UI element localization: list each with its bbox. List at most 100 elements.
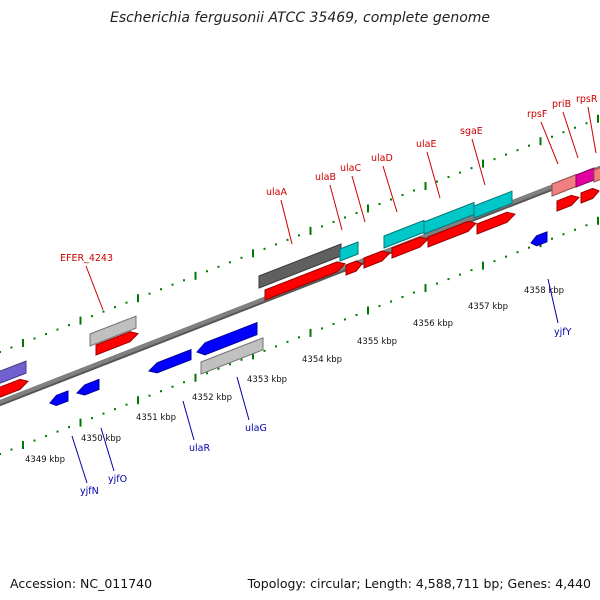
forward-gene-label[interactable]: ulaC <box>340 163 361 174</box>
upper-tick-row-minor-tick <box>240 256 243 259</box>
upper-tick-row-minor-tick <box>436 180 438 183</box>
lower-tick-row-minor-tick <box>447 278 450 281</box>
lower-tick-row-minor-tick <box>33 439 36 442</box>
forward-gene-arrow[interactable] <box>556 194 580 212</box>
reverse-gene-label[interactable]: yjfY <box>554 327 572 338</box>
pink-feature-block[interactable] <box>551 173 577 197</box>
genome-summary-text: Topology: circular; Length: 4,588,711 bp… <box>247 576 591 591</box>
lower-tick-row-minor-tick <box>114 408 116 411</box>
upper-tick-row-minor-tick <box>470 167 473 170</box>
upper-tick-row-minor-tick <box>56 328 59 331</box>
upper-tick-row-minor-tick <box>171 283 174 286</box>
forward-gene-arrow[interactable] <box>427 220 477 248</box>
gray-feature-block[interactable] <box>89 315 137 347</box>
upper-tick-row-minor-tick <box>574 126 576 129</box>
upper-tick-row-minor-tick <box>528 144 530 147</box>
lower-tick-row-minor-tick <box>125 403 128 406</box>
scale-label: 4356 kbp <box>413 319 453 329</box>
forward-gene-label[interactable]: ulaB <box>315 172 336 183</box>
lower-tick-row-minor-tick <box>355 313 358 316</box>
reverse-gene-arrow[interactable] <box>76 378 100 396</box>
forward-label-leader <box>562 111 579 159</box>
scale-label: 4353 kbp <box>247 375 287 385</box>
forward-gene-label[interactable]: ulaA <box>266 187 287 198</box>
reverse-gene-label[interactable]: ulaG <box>245 423 267 434</box>
forward-gene-arrow[interactable] <box>0 378 29 398</box>
cyan-feature-block[interactable] <box>339 241 359 262</box>
forward-label-leader <box>85 265 104 311</box>
cyan-feature-block[interactable] <box>473 190 513 219</box>
reverse-gene-arrow[interactable] <box>148 348 192 374</box>
upper-tick-row-minor-tick <box>183 279 185 282</box>
lower-tick-row-minor-tick <box>321 327 323 330</box>
reverse-gene-arrow[interactable] <box>196 321 258 356</box>
lower-tick-row-minor-tick <box>344 318 346 321</box>
upper-tick-row-minor-tick <box>585 122 588 125</box>
upper-tick-row-minor-tick <box>493 158 496 161</box>
gray-feature-block[interactable] <box>200 337 264 375</box>
upper-tick-row-minor-tick <box>10 346 13 349</box>
lower-tick-row-minor-tick <box>263 349 266 352</box>
forward-gene-arrow[interactable] <box>391 236 429 259</box>
forward-gene-label[interactable]: rpsF <box>527 109 547 120</box>
upper-tick-row-minor-tick <box>114 306 116 309</box>
scale-label: 4357 kbp <box>468 302 508 312</box>
forward-gene-arrow[interactable] <box>345 260 363 276</box>
upper-tick-row-minor-tick <box>275 243 277 246</box>
forward-gene-label[interactable]: ulaE <box>416 139 436 150</box>
lower-tick-row-minor-tick <box>378 304 381 307</box>
lower-tick-row-minor-tick <box>229 363 231 366</box>
forward-gene-arrow[interactable] <box>476 211 516 235</box>
lower-tick-row-minor-tick <box>413 291 415 294</box>
upper-tick-row-minor-tick <box>263 247 266 250</box>
reverse-label-leader <box>100 427 115 472</box>
reverse-label-leader <box>71 435 88 484</box>
reverse-gene-arrow[interactable] <box>49 390 69 407</box>
lower-tick-row-minor-tick <box>160 390 162 393</box>
upper-tick-row-minor-tick <box>125 301 128 304</box>
forward-label-leader <box>540 121 559 165</box>
upper-tick-row-minor-tick <box>217 265 220 268</box>
purple-feature-block[interactable] <box>0 360 27 384</box>
forward-gene-arrow[interactable] <box>580 187 600 204</box>
upper-tick-row-minor-tick <box>91 315 93 318</box>
reverse-gene-label[interactable]: ulaR <box>189 443 210 454</box>
lower-tick-row-minor-tick <box>505 255 507 258</box>
reverse-label-leader <box>236 376 250 421</box>
upper-tick-row-minor-tick <box>286 238 289 241</box>
forward-gene-arrow[interactable] <box>264 261 346 301</box>
reverse-gene-label[interactable]: yjfO <box>108 474 127 485</box>
lower-tick-row-minor-tick <box>298 336 300 339</box>
reverse-gene-label[interactable]: yjfN <box>80 486 99 497</box>
lower-tick-row-minor-tick <box>148 394 151 397</box>
upper-tick-row-minor-tick <box>562 131 565 134</box>
upper-tick-row-minor-tick <box>447 176 450 179</box>
upper-tick-row-minor-tick <box>206 270 208 273</box>
forward-label-leader <box>329 184 343 231</box>
lower-tick-row-minor-tick <box>574 228 576 231</box>
reverse-gene-arrow[interactable] <box>530 231 548 247</box>
forward-gene-label[interactable]: EFER_4243 <box>60 253 113 264</box>
upper-tick-row-minor-tick <box>378 202 381 205</box>
upper-tick-row-minor-tick <box>148 292 151 295</box>
pink-feature-block[interactable] <box>593 167 600 183</box>
lower-tick-row-minor-tick <box>493 260 496 263</box>
lower-tick-row-minor-tick <box>390 300 392 303</box>
forward-gene-label[interactable]: priB <box>552 99 571 110</box>
forward-gene-label[interactable]: ulaD <box>371 153 393 164</box>
magenta-feature-block[interactable] <box>575 167 595 188</box>
scale-label: 4358 kbp <box>524 286 564 296</box>
lower-tick-row-minor-tick <box>528 246 530 249</box>
forward-gene-label[interactable]: sgaE <box>460 126 483 137</box>
forward-gene-arrow[interactable] <box>95 331 139 356</box>
lower-tick-row-minor-tick <box>10 448 13 451</box>
forward-gene-label[interactable]: rpsR <box>576 94 598 105</box>
upper-tick-row-minor-tick <box>344 216 346 219</box>
lower-tick-row-minor-tick <box>171 385 174 388</box>
upper-tick-row-minor-tick <box>505 153 507 156</box>
forward-gene-arrow[interactable] <box>363 250 391 269</box>
forward-label-leader <box>351 175 366 223</box>
upper-tick-row-minor-tick <box>160 288 162 291</box>
reverse-label-leader <box>182 400 195 441</box>
